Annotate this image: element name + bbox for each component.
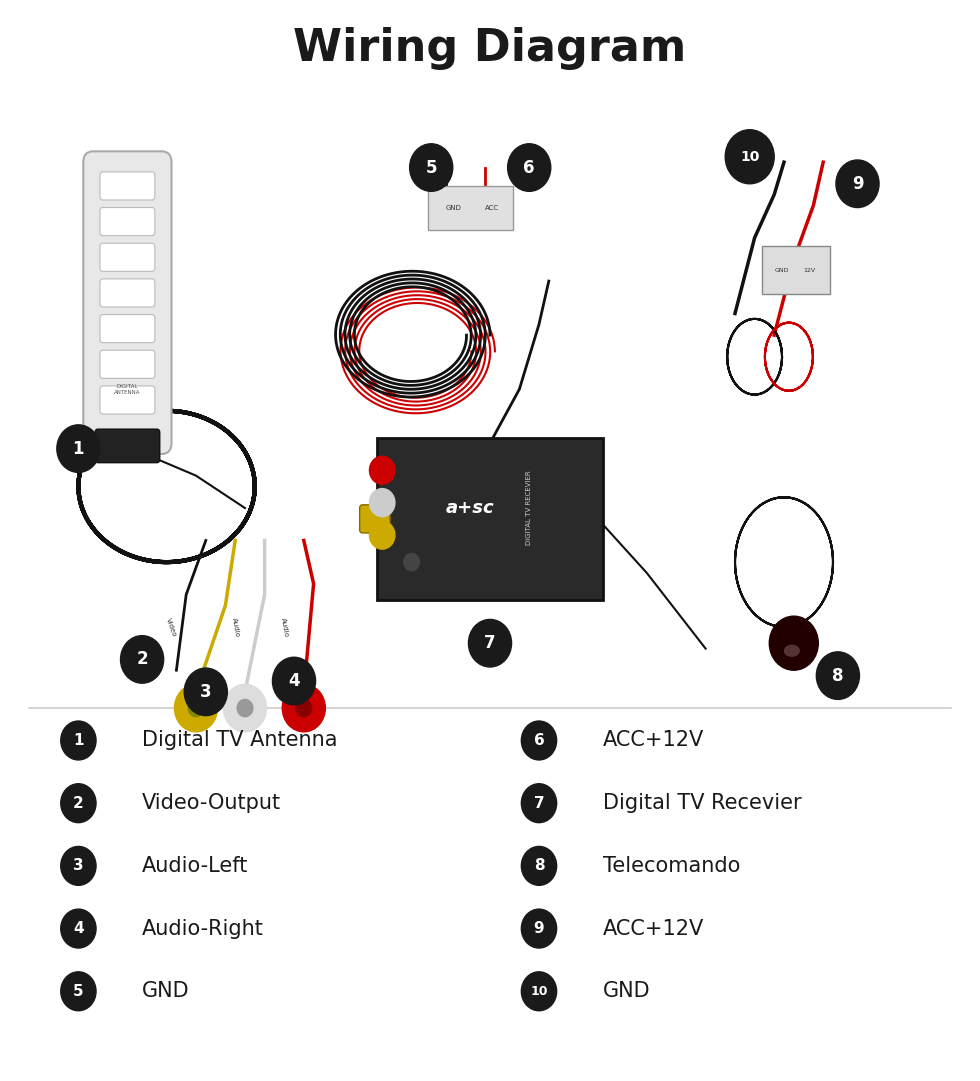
Circle shape <box>237 699 253 717</box>
Circle shape <box>521 721 557 760</box>
Text: 1: 1 <box>74 733 83 748</box>
Circle shape <box>521 972 557 1011</box>
Text: 12V: 12V <box>804 268 815 272</box>
Text: Audio-Left: Audio-Left <box>142 856 249 876</box>
Text: Wiring Diagram: Wiring Diagram <box>293 27 687 70</box>
Text: ACC+12V: ACC+12V <box>603 731 704 750</box>
Text: 6: 6 <box>523 159 535 176</box>
Circle shape <box>282 684 325 732</box>
Text: 1: 1 <box>73 440 84 457</box>
Text: ACC: ACC <box>485 204 499 211</box>
Circle shape <box>521 909 557 948</box>
Circle shape <box>121 636 164 683</box>
Circle shape <box>174 684 218 732</box>
Text: 2: 2 <box>136 651 148 668</box>
Text: 7: 7 <box>484 635 496 652</box>
Circle shape <box>61 972 96 1011</box>
FancyBboxPatch shape <box>428 186 513 230</box>
Text: 5: 5 <box>74 984 83 999</box>
FancyBboxPatch shape <box>100 315 155 343</box>
FancyBboxPatch shape <box>377 438 603 600</box>
Text: 7: 7 <box>534 796 544 811</box>
Circle shape <box>836 160 879 208</box>
Text: DIGITAL
ANTENNA: DIGITAL ANTENNA <box>114 384 141 395</box>
Text: Video: Video <box>166 617 177 637</box>
Circle shape <box>521 784 557 823</box>
Text: 9: 9 <box>852 175 863 192</box>
Circle shape <box>468 619 512 667</box>
Circle shape <box>57 425 100 472</box>
Text: 10: 10 <box>740 150 760 163</box>
Circle shape <box>184 668 227 716</box>
Circle shape <box>410 144 453 191</box>
Text: 4: 4 <box>288 672 300 690</box>
Circle shape <box>369 521 395 549</box>
FancyBboxPatch shape <box>100 172 155 200</box>
FancyBboxPatch shape <box>360 505 390 533</box>
Circle shape <box>521 846 557 885</box>
Circle shape <box>61 909 96 948</box>
Text: 8: 8 <box>534 858 544 873</box>
Text: Telecomando: Telecomando <box>603 856 740 876</box>
Circle shape <box>188 699 204 717</box>
Text: ACC+12V: ACC+12V <box>603 919 704 938</box>
Circle shape <box>223 684 267 732</box>
Text: 3: 3 <box>74 858 83 873</box>
FancyBboxPatch shape <box>83 151 172 454</box>
Text: 6: 6 <box>534 733 544 748</box>
FancyBboxPatch shape <box>100 279 155 307</box>
Text: 8: 8 <box>832 667 844 684</box>
Circle shape <box>61 784 96 823</box>
Text: GND: GND <box>774 268 789 272</box>
Text: Audio: Audio <box>230 616 240 638</box>
Text: 10: 10 <box>530 985 548 998</box>
Text: GND: GND <box>446 204 462 211</box>
Circle shape <box>725 130 774 184</box>
Circle shape <box>508 144 551 191</box>
Text: 5: 5 <box>425 159 437 176</box>
Circle shape <box>61 721 96 760</box>
Circle shape <box>369 456 395 484</box>
Circle shape <box>404 553 419 571</box>
Text: 2: 2 <box>74 796 83 811</box>
Text: Audio-Right: Audio-Right <box>142 919 264 938</box>
Circle shape <box>769 616 818 670</box>
Circle shape <box>296 699 312 717</box>
Text: a+sc: a+sc <box>446 499 495 517</box>
FancyBboxPatch shape <box>100 386 155 414</box>
Text: GND: GND <box>142 982 190 1001</box>
Text: Audio: Audio <box>279 616 289 638</box>
FancyBboxPatch shape <box>95 429 160 463</box>
Text: Video-Output: Video-Output <box>142 793 281 813</box>
Text: GND: GND <box>603 982 651 1001</box>
Ellipse shape <box>784 645 800 656</box>
FancyBboxPatch shape <box>100 350 155 378</box>
Circle shape <box>61 846 96 885</box>
Text: 9: 9 <box>534 921 544 936</box>
Text: 4: 4 <box>74 921 83 936</box>
Text: Digital TV Recevier: Digital TV Recevier <box>603 793 802 813</box>
Text: 3: 3 <box>200 683 212 700</box>
FancyBboxPatch shape <box>100 208 155 236</box>
Circle shape <box>272 657 316 705</box>
Circle shape <box>369 489 395 517</box>
Text: Digital TV Antenna: Digital TV Antenna <box>142 731 337 750</box>
FancyBboxPatch shape <box>762 246 830 294</box>
Text: DIGITAL TV RECEVIER: DIGITAL TV RECEVIER <box>526 470 532 546</box>
FancyBboxPatch shape <box>100 243 155 271</box>
Circle shape <box>816 652 859 699</box>
